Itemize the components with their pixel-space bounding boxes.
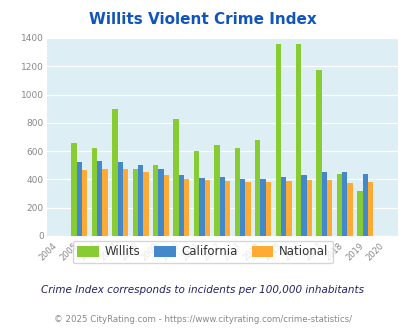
Text: Crime Index corresponds to incidents per 100,000 inhabitants: Crime Index corresponds to incidents per… xyxy=(41,285,364,295)
Bar xyxy=(102,170,107,236)
Bar xyxy=(245,182,250,236)
Bar xyxy=(178,175,183,236)
Bar xyxy=(112,109,117,236)
Bar xyxy=(326,180,332,236)
Text: Willits Violent Crime Index: Willits Violent Crime Index xyxy=(89,12,316,26)
Text: © 2025 CityRating.com - https://www.cityrating.com/crime-statistics/: © 2025 CityRating.com - https://www.city… xyxy=(54,315,351,324)
Bar xyxy=(362,174,367,236)
Bar xyxy=(321,172,326,236)
Bar xyxy=(234,148,239,236)
Bar xyxy=(367,182,372,236)
Bar xyxy=(123,170,128,236)
Bar xyxy=(117,162,123,236)
Bar xyxy=(286,181,291,236)
Bar xyxy=(306,180,311,236)
Bar xyxy=(280,177,286,236)
Bar xyxy=(260,180,265,236)
Bar xyxy=(265,182,271,236)
Bar xyxy=(204,180,209,236)
Bar xyxy=(97,161,102,236)
Bar xyxy=(92,148,97,236)
Bar xyxy=(336,175,341,236)
Bar xyxy=(219,177,224,236)
Legend: Willits, California, National: Willits, California, National xyxy=(72,241,333,263)
Bar xyxy=(199,178,204,236)
Bar xyxy=(341,172,347,236)
Bar xyxy=(301,175,306,236)
Bar xyxy=(143,172,148,236)
Bar xyxy=(132,170,138,236)
Bar xyxy=(224,181,230,236)
Bar xyxy=(275,44,280,236)
Bar xyxy=(239,180,245,236)
Bar xyxy=(138,165,143,236)
Bar xyxy=(194,151,199,236)
Bar xyxy=(183,179,189,236)
Bar xyxy=(315,71,321,236)
Bar xyxy=(173,118,178,236)
Bar xyxy=(295,44,301,236)
Bar xyxy=(214,145,219,236)
Bar xyxy=(82,170,87,236)
Bar xyxy=(254,140,260,236)
Bar xyxy=(153,165,158,236)
Bar xyxy=(77,162,82,236)
Bar xyxy=(158,170,163,236)
Bar xyxy=(163,175,168,236)
Bar xyxy=(347,183,352,236)
Bar xyxy=(356,191,362,236)
Bar xyxy=(71,143,77,236)
